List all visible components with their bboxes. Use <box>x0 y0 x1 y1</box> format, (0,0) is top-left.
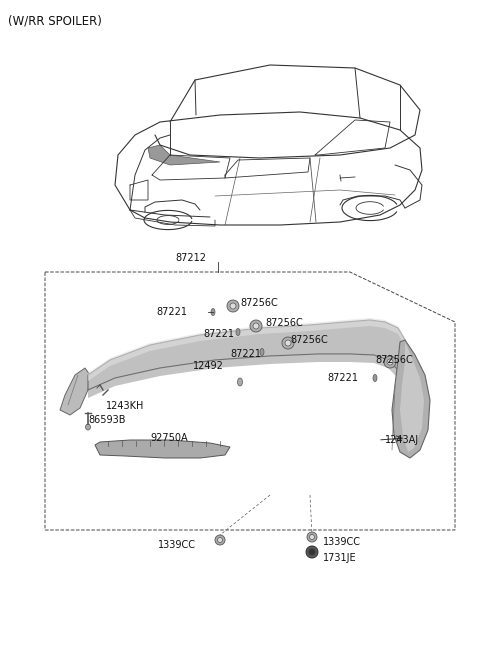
Circle shape <box>310 535 314 539</box>
Text: 87256C: 87256C <box>375 355 413 365</box>
Text: 86593B: 86593B <box>88 415 125 425</box>
Polygon shape <box>148 145 220 165</box>
Text: 87221: 87221 <box>156 307 187 317</box>
Ellipse shape <box>238 378 242 386</box>
Polygon shape <box>88 318 405 381</box>
Circle shape <box>250 320 262 332</box>
Text: 87221: 87221 <box>230 349 261 359</box>
Ellipse shape <box>260 348 264 356</box>
Ellipse shape <box>236 329 240 335</box>
Text: 87212: 87212 <box>175 253 206 263</box>
Text: 1243AJ: 1243AJ <box>385 435 419 445</box>
Ellipse shape <box>85 424 91 430</box>
Circle shape <box>285 340 291 346</box>
Circle shape <box>309 549 315 555</box>
Text: 1339CC: 1339CC <box>323 537 361 547</box>
Text: 92750A: 92750A <box>150 433 188 443</box>
Text: 87221: 87221 <box>327 373 358 383</box>
Text: 1243KH: 1243KH <box>106 401 144 411</box>
Ellipse shape <box>373 375 377 382</box>
Text: 12492: 12492 <box>193 361 224 371</box>
Circle shape <box>282 337 294 349</box>
Text: (W/RR SPOILER): (W/RR SPOILER) <box>8 14 102 27</box>
Circle shape <box>227 300 239 312</box>
Polygon shape <box>88 320 408 390</box>
Polygon shape <box>60 368 90 415</box>
Circle shape <box>253 323 259 329</box>
Circle shape <box>384 356 396 368</box>
Circle shape <box>306 546 318 558</box>
Circle shape <box>307 532 317 542</box>
Polygon shape <box>392 340 430 458</box>
Ellipse shape <box>211 308 215 316</box>
Polygon shape <box>95 440 230 458</box>
Polygon shape <box>88 354 408 398</box>
Polygon shape <box>400 342 424 452</box>
Circle shape <box>217 537 223 543</box>
Text: 1339CC: 1339CC <box>158 540 196 550</box>
Text: 87256C: 87256C <box>265 318 303 328</box>
Circle shape <box>387 359 393 365</box>
Text: 87256C: 87256C <box>240 298 278 308</box>
Text: 87221: 87221 <box>203 329 234 339</box>
Text: 1731JE: 1731JE <box>323 553 357 563</box>
Text: 87256C: 87256C <box>290 335 328 345</box>
Circle shape <box>215 535 225 545</box>
Circle shape <box>230 303 236 309</box>
